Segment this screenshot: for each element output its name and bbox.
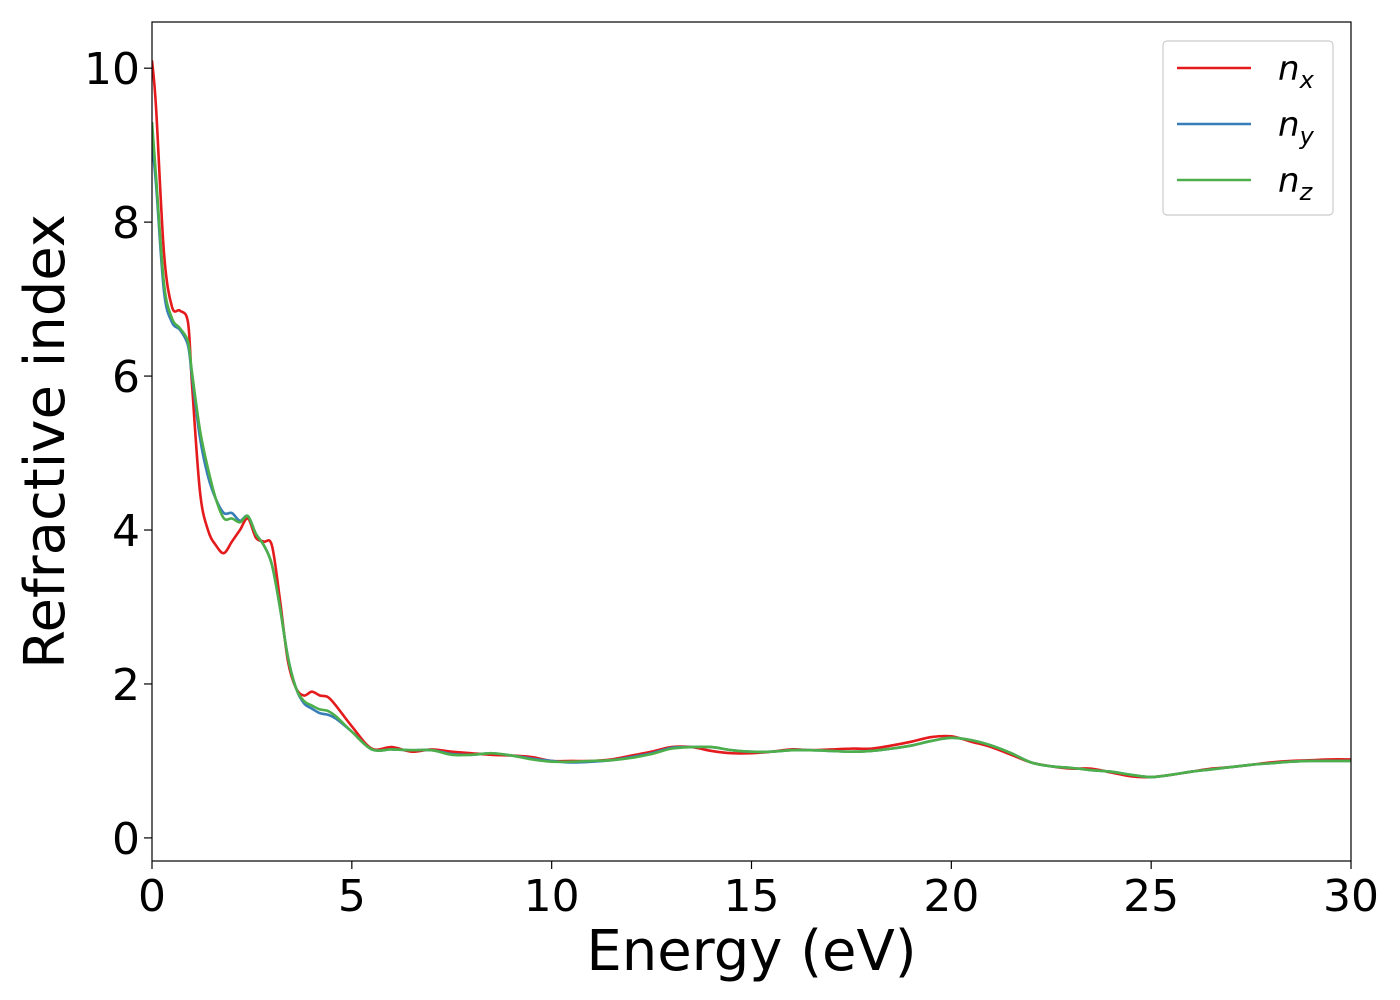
x-tick-label: 30 [1323,871,1379,922]
x-tick-label: 10 [524,871,580,922]
y-tick-label: 10 [84,44,140,95]
y-tick-label: 6 [112,352,140,403]
legend-label-nz: nz [1278,161,1314,206]
x-tick-label: 20 [923,871,979,922]
series-line-nz [152,121,1351,779]
y-tick-label: 2 [112,660,140,711]
legend-frame [1162,40,1334,216]
x-tick-label: 0 [138,871,166,922]
legend: nx ny nz [1162,40,1334,216]
y-tick-label: 8 [112,198,140,249]
x-tick-label: 5 [338,871,366,922]
legend-label-ny: ny [1278,105,1315,150]
x-axis-ticks: 0 5 10 15 20 25 30 [138,861,1379,922]
legend-label-nx: nx [1278,49,1315,94]
x-tick-label: 15 [724,871,780,922]
y-axis-ticks: 0 2 4 6 8 10 [84,44,152,865]
y-axis-title: Refractive index [13,214,78,669]
series-line-ny [152,145,1351,779]
y-tick-label: 0 [112,814,140,865]
y-tick-label: 4 [112,506,140,557]
series-layer [152,60,1351,779]
x-axis-title: Energy (eV) [586,919,916,984]
x-tick-label: 25 [1123,871,1179,922]
